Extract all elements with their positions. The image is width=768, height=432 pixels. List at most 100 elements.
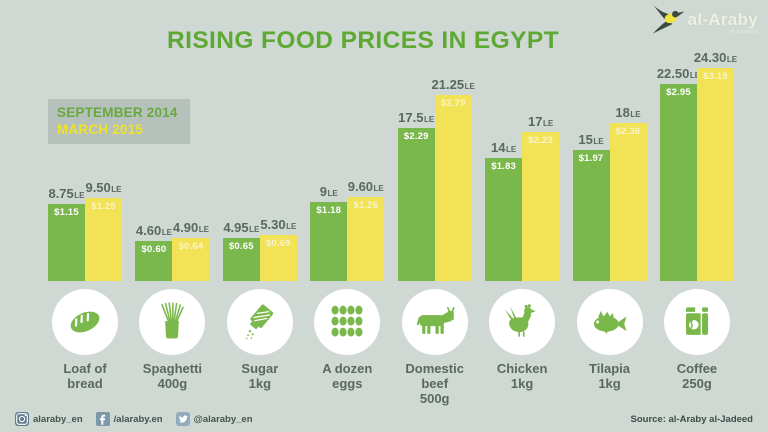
bar-pair: 22.50LE $2.95 24.30LE $3.19 bbox=[656, 49, 738, 281]
chicken-icon bbox=[489, 289, 556, 355]
product-group: 22.50LE $2.95 24.30LE $3.19 Coffee 250g bbox=[656, 49, 738, 406]
social-handle-text: alaraby_en bbox=[33, 413, 83, 425]
product-label: Chicken 1kg bbox=[496, 361, 548, 391]
price-le-september: 8.75LE bbox=[48, 186, 85, 202]
bar-march-2015: $2.79 bbox=[434, 94, 472, 281]
price-usd-september: $2.95 bbox=[666, 86, 691, 98]
price-le-september: 9LE bbox=[319, 184, 338, 200]
bar-pair: 8.75LE $1.15 9.50LE $1.25 bbox=[48, 49, 122, 281]
bread-icon bbox=[52, 289, 118, 355]
footer-bar: alaraby_en/alaraby.en @alaraby_en Source:… bbox=[0, 406, 768, 432]
bar-september-2014: $0.60 bbox=[135, 240, 173, 281]
price-le-september: 15LE bbox=[578, 131, 604, 147]
product-group: 4.95LE $0.65 5.30LE $0.69 Sugar 1kg bbox=[219, 49, 301, 406]
product-group: 17.5LE $2.29 21.25LE $2.79 Domestic beef… bbox=[394, 49, 476, 406]
price-usd-september: $1.83 bbox=[491, 161, 516, 173]
price-usd-march: $0.69 bbox=[265, 237, 291, 249]
price-le-march: 24.30LE bbox=[693, 49, 738, 65]
coffee-icon bbox=[663, 289, 730, 355]
price-usd-september: $1.97 bbox=[578, 152, 604, 164]
price-le-september: 4.60LE bbox=[135, 222, 172, 238]
price-le-september: 17.5LE bbox=[398, 109, 435, 125]
bar-march-2015: $2.23 bbox=[522, 131, 560, 281]
product-label: Sugar 1kg bbox=[241, 361, 279, 391]
price-le-march: 17LE bbox=[528, 113, 554, 129]
source-credit: Source: al-Araby al-Jadeed bbox=[630, 413, 754, 425]
price-usd-march: $1.25 bbox=[91, 200, 116, 212]
legend-march-2015: MARCH 2015 bbox=[57, 122, 144, 137]
bar-march-2015: $3.19 bbox=[696, 67, 734, 281]
product-group: 15LE $1.97 18LE $2.36 Tilapia 1kg bbox=[569, 49, 651, 406]
bar-march-2015: $0.64 bbox=[172, 238, 210, 281]
social-handle-text: @alaraby_en bbox=[193, 413, 253, 425]
product-group: 9LE $1.18 9.60LE $1.26 A dozen eggs bbox=[306, 49, 388, 406]
social-handles: alaraby_en/alaraby.en @alaraby_en bbox=[15, 412, 253, 426]
price-usd-september: $1.18 bbox=[316, 205, 342, 217]
bar-september-2014: $1.15 bbox=[48, 204, 85, 281]
price-usd-september: $2.29 bbox=[403, 130, 429, 142]
product-group: 8.75LE $1.15 9.50LE $1.25 Loaf of bread bbox=[44, 49, 126, 406]
product-group: 14LE $1.83 17LE $2.23 Chicken 1kg bbox=[481, 49, 563, 406]
bar-march-2015: $2.36 bbox=[609, 123, 647, 281]
legend-september-2014: SEPTEMBER 2014 bbox=[57, 105, 178, 120]
social-handle: /alaraby.en bbox=[95, 412, 163, 426]
price-le-september: 4.95LE bbox=[223, 219, 260, 235]
bar-march-2015: $0.69 bbox=[259, 234, 297, 281]
product-label: Coffee 250g bbox=[676, 361, 718, 391]
social-handle-text: /alaraby.en bbox=[113, 413, 163, 425]
logo-sub-text: al-Jadeed bbox=[729, 28, 758, 35]
facebook-icon bbox=[95, 412, 110, 426]
price-le-march: 21.25LE bbox=[431, 76, 475, 92]
bar-september-2014: $2.95 bbox=[659, 83, 697, 281]
price-le-march: 9.60LE bbox=[347, 178, 384, 194]
twitter-icon bbox=[175, 412, 190, 426]
price-le-march: 5.30LE bbox=[260, 216, 297, 232]
social-handle: alaraby_en bbox=[15, 412, 83, 426]
fish-icon bbox=[576, 289, 643, 355]
bar-pair: 15LE $1.97 18LE $2.36 bbox=[572, 49, 647, 281]
instagram-icon bbox=[15, 412, 29, 426]
bar-september-2014: $1.83 bbox=[485, 158, 523, 281]
price-usd-march: $2.79 bbox=[440, 97, 466, 109]
price-le-september: 22.50LE bbox=[656, 65, 701, 81]
social-handle: @alaraby_en bbox=[175, 412, 253, 426]
product-label: Tilapia 1kg bbox=[589, 361, 630, 391]
price-usd-march: $2.36 bbox=[615, 126, 641, 138]
bird-logo-icon bbox=[651, 4, 687, 41]
bar-pair: 4.95LE $0.65 5.30LE $0.69 bbox=[222, 49, 297, 281]
price-usd-march: $2.23 bbox=[528, 134, 553, 146]
product-label: Spaghetti 400g bbox=[142, 361, 203, 391]
bar-pair: 4.60LE $0.60 4.90LE $0.64 bbox=[135, 49, 210, 281]
bar-september-2014: $0.65 bbox=[222, 237, 260, 281]
bar-march-2015: $1.25 bbox=[85, 197, 122, 281]
price-usd-march: $1.26 bbox=[353, 199, 379, 211]
bar-chart: 8.75LE $1.15 9.50LE $1.25 Loaf of bread … bbox=[44, 49, 738, 406]
bar-september-2014: $2.29 bbox=[397, 127, 435, 281]
cow-icon bbox=[401, 289, 468, 355]
price-le-march: 4.90LE bbox=[172, 220, 209, 235]
bar-pair: 17.5LE $2.29 21.25LE $2.79 bbox=[397, 49, 475, 281]
price-usd-september: $0.65 bbox=[228, 240, 254, 252]
al-araby-logo: al-Araby al-Jadeed bbox=[651, 4, 758, 41]
product-label: A dozen eggs bbox=[322, 361, 373, 391]
product-label: Domestic beef 500g bbox=[405, 361, 464, 406]
price-usd-september: $1.15 bbox=[54, 207, 79, 219]
price-le-march: 9.50LE bbox=[85, 179, 122, 195]
chart-legend: SEPTEMBER 2014 MARCH 2015 bbox=[48, 99, 190, 144]
page-title: RISING FOOD PRICES IN EGYPT bbox=[167, 27, 559, 54]
spaghetti-icon bbox=[139, 289, 206, 355]
bar-september-2014: $1.18 bbox=[310, 202, 348, 281]
price-usd-march: $0.64 bbox=[178, 241, 204, 252]
price-le-march: 18LE bbox=[615, 105, 641, 121]
price-le-september: 14LE bbox=[491, 140, 517, 156]
product-label: Loaf of bread bbox=[63, 361, 107, 391]
bar-march-2015: $1.26 bbox=[347, 196, 385, 281]
bar-pair: 14LE $1.83 17LE $2.23 bbox=[485, 49, 560, 281]
product-group: 4.60LE $0.60 4.90LE $0.64 Spaghetti 400g bbox=[131, 49, 213, 406]
sugar-icon bbox=[226, 289, 293, 355]
bar-pair: 9LE $1.18 9.60LE $1.26 bbox=[310, 49, 385, 281]
price-usd-september: $0.60 bbox=[141, 243, 167, 255]
eggs-icon bbox=[314, 289, 381, 355]
bar-september-2014: $1.97 bbox=[572, 149, 610, 281]
